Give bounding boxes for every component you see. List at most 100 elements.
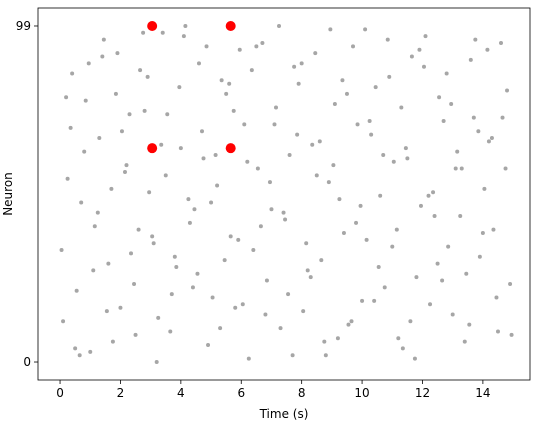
spike-dot <box>486 139 491 144</box>
spike-dot <box>278 326 283 331</box>
spike-dot <box>68 125 73 130</box>
spike-dot <box>399 105 404 110</box>
spike-dot <box>485 47 490 52</box>
spike-dot <box>440 278 445 283</box>
spike-dot <box>174 264 179 269</box>
spike-dot <box>258 224 263 229</box>
spike-dot <box>341 231 346 236</box>
spike-dot <box>489 135 494 140</box>
spike-dot <box>218 326 223 331</box>
x-tick-label: 12 <box>415 386 430 400</box>
spike-dot <box>159 142 164 147</box>
spike-dot <box>233 305 238 310</box>
spike-dot <box>426 193 431 198</box>
spike-dot <box>355 122 360 127</box>
spike-dot <box>73 346 78 351</box>
spike-dot <box>213 152 218 157</box>
spike-dot <box>127 112 132 117</box>
spike-dot <box>156 315 161 320</box>
spike-dot <box>494 295 499 300</box>
spike-dot <box>495 329 500 334</box>
spike-dot <box>124 163 129 168</box>
spike-dot <box>455 149 460 154</box>
spike-dot <box>418 203 423 208</box>
spike-dot <box>491 227 496 232</box>
spike-dot <box>183 23 188 28</box>
spike-dot <box>172 254 177 259</box>
spike-dot <box>477 254 482 259</box>
spike-dot <box>186 197 191 202</box>
spike-dot <box>437 95 442 100</box>
spike-dot <box>237 47 242 52</box>
y-tick-label: 99 <box>16 19 31 33</box>
spike-dot <box>346 322 351 327</box>
spike-dot <box>367 119 372 124</box>
spike-dot <box>344 91 349 96</box>
spike-dot <box>136 227 141 232</box>
spike-dot <box>390 244 395 249</box>
spike-dot <box>394 227 399 232</box>
spike-dot <box>464 271 469 276</box>
spike-dot <box>215 183 220 188</box>
x-axis-label: Time (s) <box>259 407 309 421</box>
spike-dot <box>408 319 413 324</box>
spike-dot <box>181 34 186 39</box>
x-tick-label: 6 <box>237 386 245 400</box>
spike-dot <box>417 47 422 52</box>
spike-dot <box>236 237 241 242</box>
spike-dot <box>210 295 215 300</box>
spike-dot <box>326 180 331 185</box>
x-tick-label: 8 <box>298 386 306 400</box>
spike-dot <box>231 108 236 113</box>
spike-dot <box>163 173 168 178</box>
spike-dot <box>100 54 105 59</box>
spike-dot <box>305 268 310 273</box>
spike-dot <box>132 281 137 286</box>
spike-dot <box>391 159 396 164</box>
spike-dot <box>412 356 417 361</box>
spike-dot <box>240 302 245 307</box>
spike-dot <box>340 78 345 83</box>
spike-dot <box>444 71 449 76</box>
spike-dot <box>286 292 291 297</box>
spike-dot <box>467 322 472 327</box>
spike-dot <box>251 248 256 253</box>
spike-dot <box>403 146 408 151</box>
spike-dot <box>505 88 510 93</box>
spike-dot <box>82 149 87 154</box>
plot-frame <box>37 7 531 381</box>
spike-dot <box>133 332 138 337</box>
spike-dot <box>74 288 79 293</box>
spike-dot <box>322 339 327 344</box>
spike-dot <box>369 132 374 137</box>
spike-dot <box>245 159 250 164</box>
spike-dot <box>77 353 82 358</box>
spike-dot <box>165 112 170 117</box>
spike-dot <box>480 231 485 236</box>
spike-dot <box>328 27 333 32</box>
spike-dot <box>277 23 282 28</box>
spike-dot <box>373 85 378 90</box>
spike-dot <box>254 44 259 49</box>
spike-dot <box>187 220 192 225</box>
spike-dot <box>332 102 337 107</box>
spike-dot <box>500 115 505 120</box>
spike-dot <box>242 122 247 127</box>
spike-dot <box>260 40 265 45</box>
spike-dot <box>299 61 304 66</box>
spike-dot <box>269 207 274 212</box>
spike-dot <box>468 57 473 62</box>
spike-dot <box>499 40 504 45</box>
spike-dot <box>109 186 114 191</box>
x-tick-label: 4 <box>177 386 185 400</box>
spike-dot <box>65 176 70 181</box>
spike-dot <box>160 30 165 35</box>
spike-dot <box>118 305 123 310</box>
spike-dot <box>431 190 436 195</box>
spike-dot <box>177 85 182 90</box>
spike-dot <box>129 251 134 256</box>
spike-dot <box>249 68 254 73</box>
spike-dot <box>400 346 405 351</box>
spike-dot <box>387 74 392 79</box>
spike-dot <box>310 142 315 147</box>
